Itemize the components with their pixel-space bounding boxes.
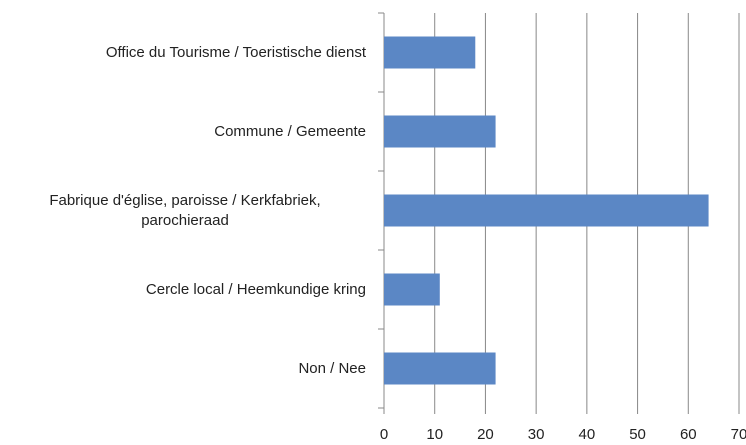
bar xyxy=(384,115,496,148)
x-tick-label: 10 xyxy=(426,426,443,443)
bar xyxy=(384,273,440,306)
x-tick-label: 20 xyxy=(477,426,494,443)
x-tick-label: 30 xyxy=(528,426,545,443)
y-tick-label: Non / Nee xyxy=(298,359,366,377)
y-tick-label: Commune / Gemeente xyxy=(214,122,366,140)
x-tick-label: 40 xyxy=(579,426,596,443)
bar xyxy=(384,194,709,227)
y-tick-label: Fabrique d'église, paroisse / Kerkfabrie… xyxy=(49,191,321,229)
bar xyxy=(384,352,496,385)
x-tick-label: 0 xyxy=(380,426,388,443)
x-tick-label: 70 xyxy=(731,426,746,443)
x-tick-label: 50 xyxy=(629,426,646,443)
y-tick-label: Office du Tourisme / Toeristische dienst xyxy=(105,43,366,61)
x-tick-label: 60 xyxy=(680,426,697,443)
y-tick-label: Cercle local / Heemkundige kring xyxy=(145,280,366,298)
bar xyxy=(384,36,476,69)
